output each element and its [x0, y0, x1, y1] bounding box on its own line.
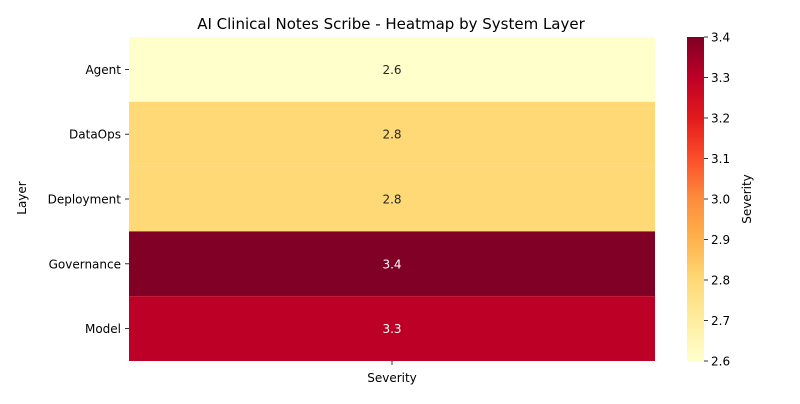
chart-title: AI Clinical Notes Scribe - Heatmap by Sy… [197, 15, 585, 33]
y-tick-label: Deployment [48, 193, 122, 207]
y-tick-label: DataOps [69, 128, 121, 142]
heatmap-cell [129, 231, 655, 297]
colorbar-tick-label: 3.3 [711, 71, 730, 85]
y-axis-label: Layer [15, 181, 29, 215]
colorbar-label: Severity [740, 174, 754, 224]
colorbar-tick-label: 2.7 [711, 314, 730, 328]
cell-value-label: 3.3 [382, 322, 401, 336]
cell-value-label: 2.8 [382, 128, 401, 142]
y-tick-label: Agent [85, 63, 121, 77]
colorbar-tick-label: 3.2 [711, 112, 730, 126]
colorbar-tick-label: 3.0 [711, 193, 730, 207]
colorbar: 2.6 2.7 2.8 2.9 3.0 3.1 3.2 3.3 3.4 Severity [687, 31, 754, 369]
cell-value-label: 2.8 [382, 193, 401, 207]
colorbar-tick-label: 2.9 [711, 233, 730, 247]
colorbar-tick-label: 2.8 [711, 274, 730, 288]
y-tick-label: Model [85, 322, 121, 336]
colorbar-tick-label: 2.6 [711, 355, 730, 369]
x-tick-label: Severity [367, 371, 417, 385]
heatmap-cell [129, 166, 655, 232]
heatmap-cells: 2.6 2.8 2.8 3.4 3.3 [129, 37, 655, 361]
heatmap-cell [129, 101, 655, 167]
colorbar-gradient [687, 37, 704, 361]
cell-value-label: 2.6 [382, 63, 401, 77]
y-tick-label: Governance [49, 257, 121, 271]
cell-value-label: 3.4 [382, 257, 401, 271]
colorbar-ticks: 2.6 2.7 2.8 2.9 3.0 3.1 3.2 3.3 3.4 [704, 31, 730, 369]
heatmap-cell [129, 296, 655, 361]
colorbar-tick-label: 3.1 [711, 152, 730, 166]
x-tick-labels: Severity [367, 361, 417, 385]
heatmap-cell [129, 37, 655, 102]
y-tick-labels: Agent DataOps Deployment Governance Model [48, 63, 129, 336]
colorbar-tick-label: 3.4 [711, 31, 730, 45]
